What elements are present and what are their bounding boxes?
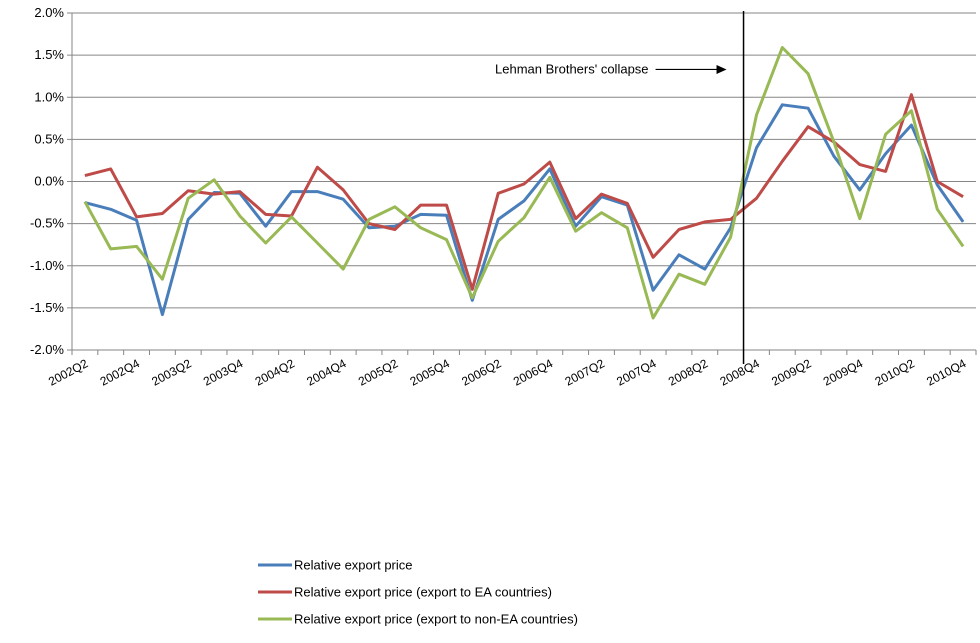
- legend: Relative export price Relative export pri…: [258, 558, 578, 627]
- lehman-annotation-arrowhead: [716, 64, 727, 74]
- y-tick-label: -1.5%: [30, 300, 64, 315]
- legend-label-1: Relative export price: [294, 558, 413, 573]
- series-line-2: [84, 93, 964, 291]
- y-tick-label: 0.5%: [34, 131, 64, 146]
- x-tick-label: 2010Q2: [873, 356, 918, 389]
- x-axis: 2002Q2 2002Q4 2003Q2 2003Q4 2004Q2 2004Q4 2005…: [46, 350, 977, 389]
- y-axis: 2.0% 1.5% 1.0% 0.5% 0.0% -0.5% -1.0% -1.5% -2.0%: [30, 5, 73, 357]
- y-tick-label: -2.0%: [30, 342, 64, 357]
- x-tick-label: 2003Q4: [201, 356, 246, 389]
- x-tick-label: 2004Q2: [253, 356, 298, 389]
- lehman-annotation-text: Lehman Brothers' collapse: [495, 61, 649, 76]
- gridlines: [72, 12, 976, 351]
- y-tick-label: 1.0%: [34, 89, 64, 104]
- x-tick-label: 2005Q2: [356, 356, 401, 389]
- x-tick-label: 2009Q2: [769, 356, 814, 389]
- x-tick-label: 2002Q2: [46, 356, 91, 389]
- y-tick-label: 1.5%: [34, 47, 64, 62]
- x-tick-label: 2006Q4: [511, 356, 556, 389]
- x-tick-label: 2007Q4: [614, 356, 659, 389]
- x-tick-label: 2005Q4: [408, 356, 453, 389]
- x-tick-label: 2004Q4: [304, 356, 349, 389]
- lehman-marker: Lehman Brothers' collapse: [495, 11, 745, 364]
- y-tick-label: -0.5%: [30, 216, 64, 231]
- y-tick-label: 2.0%: [34, 5, 64, 20]
- x-tick-label: 2003Q2: [149, 356, 194, 389]
- x-tick-label: 2010Q4: [924, 356, 969, 389]
- x-tick-label: 2009Q4: [821, 356, 866, 389]
- x-tick-label: 2008Q2: [666, 356, 711, 389]
- x-tick-label: 2008Q4: [718, 356, 763, 389]
- y-tick-label: -1.0%: [30, 258, 64, 273]
- series-lines: [83, 46, 965, 320]
- x-tick-label: 2006Q2: [459, 356, 504, 389]
- y-tick-label: 0.0%: [34, 174, 64, 189]
- series-line-3: [83, 46, 965, 320]
- legend-label-3: Relative export price (export to non-EA …: [294, 612, 578, 627]
- legend-label-2: Relative export price (export to EA coun…: [294, 585, 552, 600]
- x-tick-label: 2007Q2: [563, 356, 608, 389]
- x-tick-label: 2002Q4: [98, 356, 143, 389]
